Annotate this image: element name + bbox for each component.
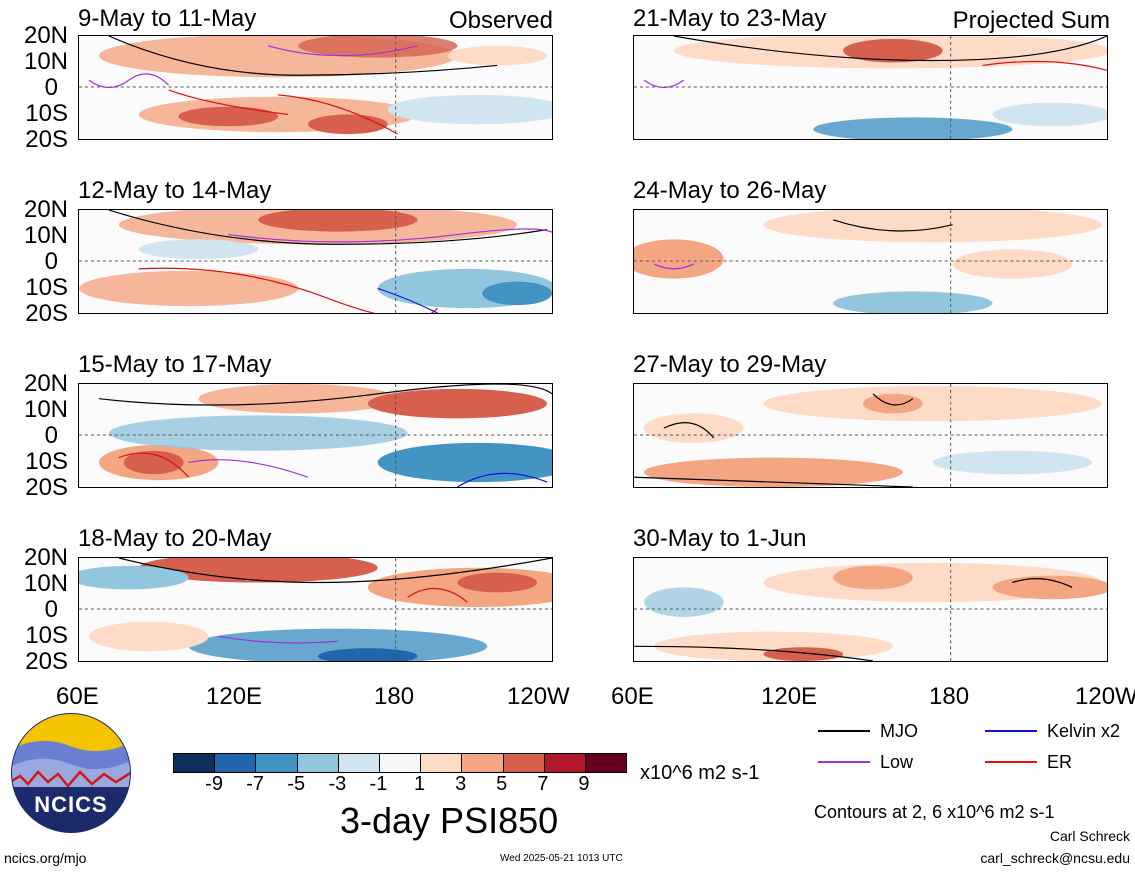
site-link[interactable]: ncics.org/mjo	[4, 850, 87, 866]
colorbar-title: 3-day PSI850	[340, 800, 559, 841]
legend-line-mjo	[818, 730, 870, 732]
psi-field	[634, 36, 1107, 139]
lat-label: 10N	[23, 222, 68, 249]
colorbar-tick-label: 9	[578, 773, 590, 795]
lat-label: 20N	[23, 544, 68, 571]
map-panel-left-4	[78, 557, 553, 662]
map-panel-left-1	[78, 35, 553, 140]
legend-line-low	[818, 761, 870, 763]
legend-label-low: Low	[880, 752, 914, 772]
lat-label: 20S	[25, 300, 68, 327]
colorbar-swatch	[420, 754, 462, 772]
lon-label: 180	[929, 683, 970, 710]
timestamp: Wed 2025-05-21 1013 UTC	[500, 853, 623, 864]
panel-title-right-3: 27-May to 29-May	[633, 351, 827, 378]
logo-text: NCICS	[34, 792, 108, 817]
panel-title-left-1: 9-May to 11-May	[78, 5, 257, 32]
ncics-logo: NCICS	[10, 712, 132, 834]
colorbar-tick-label: -1	[369, 773, 388, 795]
psi-field	[634, 210, 1107, 313]
colorbar-swatch	[214, 754, 256, 772]
observed-label: Observed	[448, 7, 553, 34]
legend-line-kelvin	[985, 730, 1037, 732]
email: carl_schreck@ncsu.edu	[980, 850, 1130, 866]
lat-label: 10S	[25, 622, 68, 649]
panel-title-right-2: 24-May to 26-May	[633, 177, 827, 204]
psi-field	[79, 558, 552, 661]
lat-label: 20S	[25, 648, 68, 675]
colorbar-tick-label: -7	[246, 773, 265, 795]
map-panel-right-1	[633, 35, 1108, 140]
colorbar-swatch	[461, 754, 503, 772]
colorbar-swatch	[337, 754, 379, 772]
psi-field	[634, 558, 1107, 661]
lon-label: 120E	[206, 683, 263, 710]
colorbar-tick-label: 3	[455, 773, 467, 795]
lat-label: 20S	[25, 126, 68, 153]
map-panel-right-2	[633, 209, 1108, 314]
legend-label-er: ER	[1047, 752, 1073, 772]
lat-label: 10S	[25, 274, 68, 301]
lon-label: 120E	[761, 683, 818, 710]
lat-label: 10S	[25, 448, 68, 475]
panel-title-left-3: 15-May to 17-May	[78, 351, 272, 378]
panel-title-left-2: 12-May to 14-May	[78, 177, 272, 204]
colorbar-swatch	[296, 754, 338, 772]
lat-label: 10N	[23, 48, 68, 75]
lat-label: 0	[44, 596, 58, 623]
psi-field	[79, 384, 552, 487]
lat-label: 0	[44, 74, 58, 101]
psi-field	[634, 384, 1107, 487]
colorbar-swatch	[584, 754, 627, 772]
legend-line-er	[985, 761, 1037, 763]
lon-label: 60E	[611, 683, 654, 710]
lat-label: 0	[44, 422, 58, 449]
colorbar-units: x10^6 m2 s-1	[640, 762, 760, 784]
contour-note: Contours at 2, 6 x10^6 m2 s-1	[814, 802, 1055, 822]
map-panel-right-3	[633, 383, 1108, 488]
psi-field	[79, 36, 552, 139]
legend-label-kelvin: Kelvin x2	[1047, 721, 1121, 741]
lat-label: 10N	[23, 396, 68, 423]
colorbar-swatch	[378, 754, 421, 772]
author: Carl Schreck	[1049, 828, 1130, 844]
lon-label: 180	[374, 683, 415, 710]
colorbar-tick-label: -5	[287, 773, 306, 795]
projected-label: Projected Sum	[952, 7, 1110, 34]
lat-label: 20S	[25, 474, 68, 501]
lat-label: 10S	[25, 100, 68, 127]
lon-label: 60E	[56, 683, 99, 710]
colorbar-swatch	[255, 754, 297, 772]
lat-label: 10N	[23, 570, 68, 597]
lat-label: 0	[44, 248, 58, 275]
map-panel-left-2	[78, 209, 553, 314]
lat-label: 20N	[23, 22, 68, 49]
legend-label-mjo: MJO	[880, 721, 918, 741]
colorbar-swatch	[543, 754, 585, 772]
colorbar-swatch	[174, 754, 215, 772]
panel-title-left-4: 18-May to 20-May	[78, 525, 272, 552]
colorbar-ticks: -9 -7 -5 -3 -1 1 3 5 7 9	[0, 774, 1135, 796]
colorbar-tick-label: 1	[413, 773, 426, 795]
lon-label: 120W	[507, 683, 570, 710]
colorbar-tick-label: -9	[205, 773, 223, 795]
lat-label: 20N	[23, 196, 68, 223]
colorbar-tick-label: -3	[328, 773, 347, 795]
map-panel-right-4	[633, 557, 1108, 662]
colorbar-tick-label: 5	[496, 773, 508, 795]
lon-label: 120W	[1075, 683, 1135, 710]
panel-title-right-1: 21-May to 23-May	[633, 5, 827, 32]
psi-field	[79, 210, 552, 313]
colorbar	[173, 753, 627, 773]
panel-title-right-4: 30-May to 1-Jun	[633, 525, 807, 552]
colorbar-swatch	[502, 754, 544, 772]
colorbar-tick-label: 7	[537, 773, 549, 795]
map-panel-left-3	[78, 383, 553, 488]
lat-label: 20N	[23, 370, 68, 397]
